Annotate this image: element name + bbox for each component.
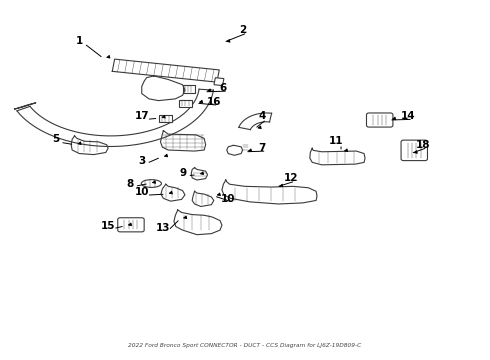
- Text: 6: 6: [220, 83, 227, 93]
- Polygon shape: [161, 131, 206, 151]
- Polygon shape: [183, 85, 195, 93]
- Text: 8: 8: [126, 179, 133, 189]
- Polygon shape: [17, 89, 213, 147]
- Text: 5: 5: [52, 134, 59, 144]
- Text: 7: 7: [258, 143, 266, 153]
- Text: 16: 16: [207, 98, 221, 107]
- Text: 4: 4: [258, 112, 266, 121]
- Text: 10: 10: [221, 194, 235, 204]
- Polygon shape: [15, 103, 36, 109]
- Polygon shape: [191, 168, 208, 180]
- Ellipse shape: [141, 180, 161, 188]
- Bar: [214, 78, 224, 86]
- FancyBboxPatch shape: [118, 218, 144, 232]
- Polygon shape: [174, 210, 222, 235]
- Bar: [159, 116, 172, 122]
- Text: 9: 9: [179, 168, 186, 178]
- Polygon shape: [239, 113, 271, 130]
- Polygon shape: [222, 180, 317, 204]
- Text: 10: 10: [135, 187, 149, 197]
- Bar: [179, 100, 192, 107]
- Polygon shape: [142, 76, 185, 100]
- Text: 17: 17: [134, 112, 149, 121]
- Polygon shape: [227, 145, 243, 155]
- Text: 1: 1: [76, 36, 83, 46]
- Polygon shape: [112, 59, 219, 82]
- Text: 3: 3: [138, 156, 146, 166]
- FancyBboxPatch shape: [367, 113, 393, 127]
- Text: 2: 2: [239, 25, 246, 35]
- Polygon shape: [192, 191, 214, 207]
- FancyBboxPatch shape: [401, 140, 427, 161]
- Polygon shape: [310, 148, 365, 165]
- Text: 15: 15: [101, 221, 115, 231]
- Text: 2022 Ford Bronco Sport CONNECTOR - DUCT - CCS Diagram for LJ6Z-19D809-C: 2022 Ford Bronco Sport CONNECTOR - DUCT …: [128, 343, 362, 348]
- Polygon shape: [161, 184, 185, 201]
- Text: 12: 12: [283, 173, 298, 183]
- Text: 13: 13: [156, 222, 171, 233]
- Text: 14: 14: [401, 112, 416, 121]
- Text: 18: 18: [416, 140, 430, 150]
- Text: 11: 11: [329, 136, 343, 146]
- Polygon shape: [71, 136, 108, 154]
